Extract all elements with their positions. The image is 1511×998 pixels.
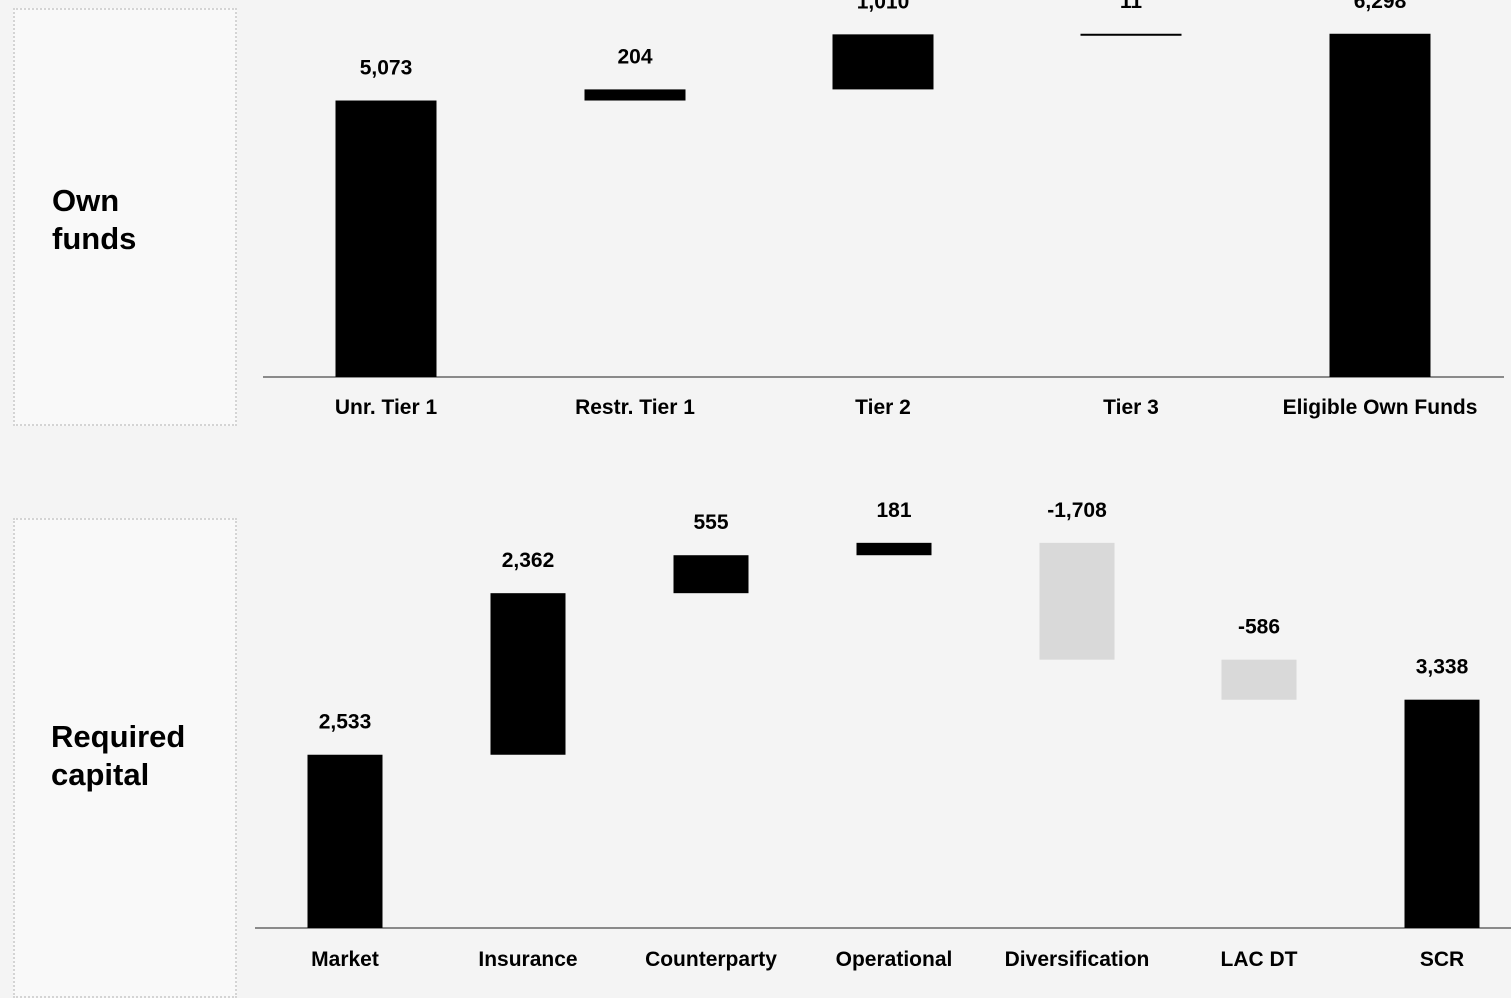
data-label: 2,362 [502,549,555,572]
data-label: 11 [1120,0,1143,13]
category-label: Operational [836,948,953,971]
chart-required-capital: 2,533 Market 2,362 Insurance 555 Counterparty… [255,499,1511,971]
bar-tier-2 [832,34,934,90]
bar-scr [1404,699,1480,928]
data-label: 181 [876,499,911,522]
chart-own-funds: 5,073 Unr. Tier 1 204 Restr. Tier 1 1,010 Tie… [263,0,1504,419]
data-label: 5,073 [360,57,413,80]
category-label: Eligible Own Funds [1283,396,1478,419]
data-label: 6,298 [1354,0,1407,13]
own-funds-label: Own funds [52,183,137,256]
bar-counterparty [673,555,749,594]
bar-unr-tier-1 [335,100,437,378]
bar-diversification [1039,542,1115,660]
data-label: -1,708 [1047,499,1107,522]
category-label: Insurance [478,948,577,971]
category-label: Tier 3 [1103,396,1159,419]
data-label: 555 [693,511,728,534]
bar-lac-dt [1221,659,1297,700]
category-label: Market [311,948,379,971]
category-label: Tier 2 [855,396,911,419]
category-label: Restr. Tier 1 [575,396,695,419]
required-capital-panel: Required capital [13,518,237,998]
data-label: -586 [1238,616,1280,639]
data-label: 3,338 [1416,656,1469,679]
category-label: SCR [1420,948,1464,971]
category-label: Diversification [1005,948,1150,971]
bar-market [307,754,383,928]
category-label: LAC DT [1221,948,1298,971]
bar-insurance [490,593,566,755]
data-label: 204 [617,45,652,68]
data-label: 1,010 [857,0,910,13]
category-label: Unr. Tier 1 [335,396,438,419]
data-label: 2,533 [319,711,372,734]
required-capital-label: Required capital [51,719,186,792]
bar-tier-3 [1080,33,1182,36]
bar-restr-tier-1 [584,89,686,101]
bar-operational [856,542,932,556]
category-label: Counterparty [645,948,777,971]
bar-eligible-own-funds [1329,33,1431,377]
own-funds-panel: Own funds [13,8,237,426]
